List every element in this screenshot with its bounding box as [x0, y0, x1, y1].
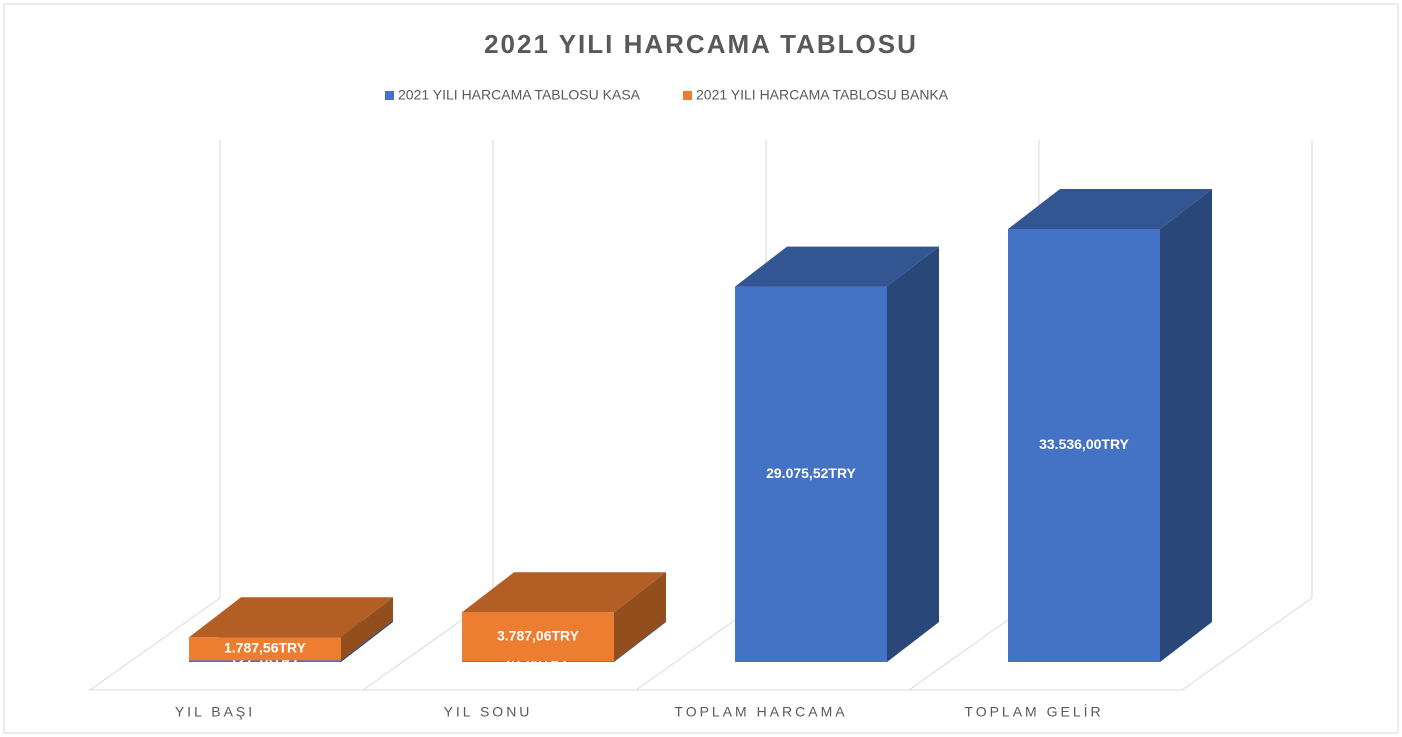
data-label: 1.787,56TRY [224, 640, 307, 656]
bar-front [735, 286, 887, 662]
legend-marker [385, 91, 394, 100]
x-tick-label: YIL SONU [444, 704, 533, 720]
bar-front [189, 660, 341, 662]
legend-label: 2021 YILI HARCAMA TABLOSU BANKA [696, 87, 949, 103]
data-label: 29.075,52TRY [766, 465, 856, 481]
bar-front [462, 612, 614, 662]
bar-side [614, 621, 666, 662]
bar-top [189, 597, 393, 638]
chart-title: 2021 YILI HARCAMA TABLOSU [484, 29, 918, 59]
bar-front [462, 661, 614, 662]
bar-top [1008, 189, 1212, 229]
legend-marker [683, 91, 692, 100]
legend-label: 2021 YILI HARCAMA TABLOSU KASA [398, 87, 641, 103]
bar-side [887, 246, 939, 662]
x-tick-label: TOPLAM HARCAMA [674, 704, 847, 720]
bar-side [614, 572, 666, 662]
bar-top [735, 246, 939, 287]
bar-side [341, 620, 393, 662]
x-tick-label: YIL BAŞI [175, 704, 255, 720]
x-tick-label: TOPLAM GELİR [964, 703, 1103, 720]
data-label: 33.536,00TRY [1039, 436, 1129, 452]
data-label: 3.787,06TRY [497, 627, 580, 643]
bar-front [1008, 229, 1160, 662]
bar-side [1160, 189, 1212, 662]
bar-side [341, 597, 393, 661]
bar-top [462, 572, 666, 613]
bar-front [189, 637, 341, 661]
